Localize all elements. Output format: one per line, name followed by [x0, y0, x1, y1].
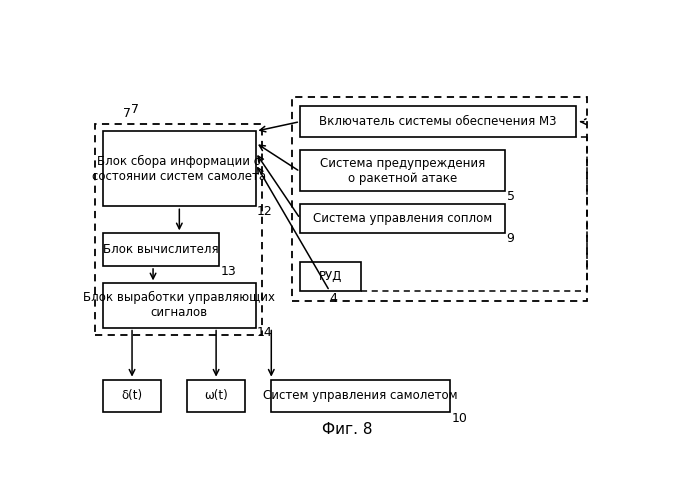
Bar: [103, 284, 256, 328]
Bar: [300, 262, 361, 291]
Text: Блок сбора информации о
состоянии систем самолета: Блок сбора информации о состоянии систем…: [92, 154, 266, 183]
Text: ω(t): ω(t): [204, 390, 228, 402]
Text: 10: 10: [452, 412, 467, 424]
Bar: [300, 106, 576, 137]
Text: δ(t): δ(t): [121, 390, 142, 402]
Bar: [103, 380, 161, 412]
Text: 9: 9: [506, 232, 515, 245]
Text: 14: 14: [257, 326, 273, 340]
Text: Система управления соплом: Система управления соплом: [313, 212, 492, 226]
Text: Систем управления самолетом: Систем управления самолетом: [263, 390, 458, 402]
Text: 7: 7: [123, 106, 131, 120]
Bar: [271, 380, 450, 412]
Text: РУД: РУД: [319, 270, 342, 283]
Bar: [300, 150, 505, 191]
Text: Блок вычислителя: Блок вычислителя: [103, 243, 219, 256]
Text: 7: 7: [131, 103, 139, 116]
Text: Система предупреждения
о ракетной атаке: Система предупреждения о ракетной атаке: [320, 156, 485, 184]
Text: 4: 4: [330, 292, 338, 305]
Text: 12: 12: [257, 205, 273, 218]
Text: Блок выработки управляющих
сигналов: Блок выработки управляющих сигналов: [83, 292, 275, 320]
Text: 5: 5: [506, 190, 515, 203]
Bar: [103, 131, 256, 206]
Text: 13: 13: [220, 265, 236, 278]
Text: Включатель системы обеспечения М3: Включатель системы обеспечения М3: [319, 115, 557, 128]
Text: Фиг. 8: Фиг. 8: [322, 422, 373, 438]
Bar: [300, 204, 505, 233]
Bar: [95, 124, 262, 336]
Bar: [292, 96, 586, 300]
Bar: [103, 233, 219, 266]
Bar: [187, 380, 245, 412]
